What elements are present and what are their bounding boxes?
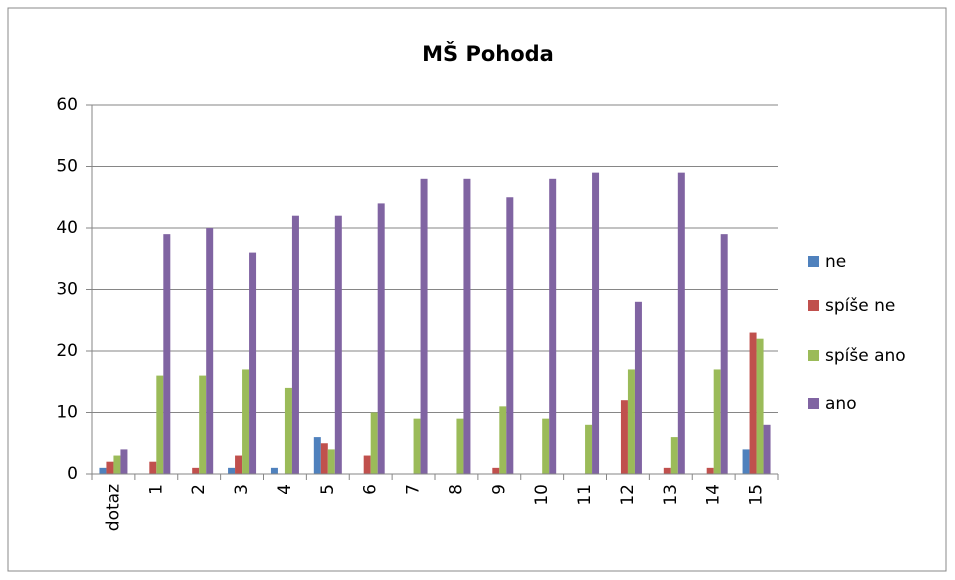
bar — [235, 455, 243, 474]
legend-swatch — [808, 256, 819, 267]
bar — [377, 203, 385, 474]
bar — [592, 172, 600, 474]
x-tick-label: 11 — [575, 484, 595, 506]
bar — [413, 418, 421, 474]
legend-swatch — [808, 398, 819, 409]
bar — [249, 252, 257, 474]
bar — [542, 418, 550, 474]
x-tick-label: 10 — [532, 484, 552, 506]
x-tick-label: 4 — [275, 484, 295, 495]
y-tick-label: 60 — [56, 95, 78, 115]
bar — [284, 387, 292, 474]
bar — [113, 455, 121, 474]
bar — [756, 338, 764, 474]
bar — [334, 215, 342, 474]
bar — [313, 437, 321, 474]
bar — [749, 332, 757, 474]
bar — [192, 467, 200, 474]
x-tick-label: 2 — [189, 484, 209, 495]
bar — [370, 412, 378, 474]
legend-label: spíše ne — [825, 296, 895, 316]
bar — [320, 443, 328, 474]
y-tick-label: 20 — [56, 341, 78, 361]
y-tick-label: 30 — [56, 280, 78, 300]
bar — [199, 375, 207, 474]
bar — [163, 234, 171, 474]
x-tick-label: 7 — [404, 484, 424, 495]
y-tick-label: 10 — [56, 403, 78, 423]
bar — [327, 449, 335, 474]
bar — [742, 449, 750, 474]
bar — [585, 424, 593, 474]
x-tick-label: 13 — [661, 484, 681, 506]
bar — [456, 418, 464, 474]
bar — [713, 369, 721, 474]
bar — [120, 449, 128, 474]
y-tick-label: 50 — [56, 157, 78, 177]
bar — [763, 424, 771, 474]
y-tick-label: 40 — [56, 218, 78, 238]
bar — [242, 369, 250, 474]
legend-label: ne — [825, 252, 846, 272]
bar — [206, 228, 214, 474]
bar — [492, 467, 500, 474]
bar — [506, 197, 514, 474]
x-tick-label: 5 — [318, 484, 338, 495]
chart-title: MŠ Pohoda — [422, 41, 554, 66]
bar — [499, 406, 507, 474]
x-tick-label: 3 — [232, 484, 252, 495]
bar — [677, 172, 685, 474]
bar — [670, 437, 678, 474]
x-tick-label: 14 — [704, 484, 724, 506]
x-tick-label: 1 — [146, 484, 166, 495]
x-tick-label: 8 — [446, 484, 466, 495]
bar — [463, 178, 471, 475]
bar — [228, 467, 236, 474]
bar — [420, 178, 428, 475]
bar — [156, 375, 164, 474]
bar — [99, 467, 107, 474]
bar — [270, 467, 278, 474]
bar — [549, 178, 557, 475]
x-tick-label: 12 — [618, 484, 638, 506]
legend-swatch — [808, 350, 819, 361]
x-tick-label: dotaz — [103, 484, 123, 531]
legend-label: spíše ano — [825, 346, 906, 366]
bar — [627, 369, 635, 474]
bar — [720, 234, 728, 474]
y-tick-label: 0 — [67, 464, 78, 484]
x-tick-label: 15 — [747, 484, 767, 506]
x-tick-label: 9 — [489, 484, 509, 495]
legend-label: ano — [825, 394, 857, 414]
bar — [706, 467, 714, 474]
bar — [663, 467, 671, 474]
bar — [291, 215, 299, 474]
bar — [363, 455, 371, 474]
bar — [620, 400, 628, 474]
bar — [149, 461, 157, 474]
bar — [634, 301, 642, 474]
legend-swatch — [808, 300, 819, 311]
bar — [106, 461, 114, 474]
x-tick-label: 6 — [361, 484, 381, 495]
